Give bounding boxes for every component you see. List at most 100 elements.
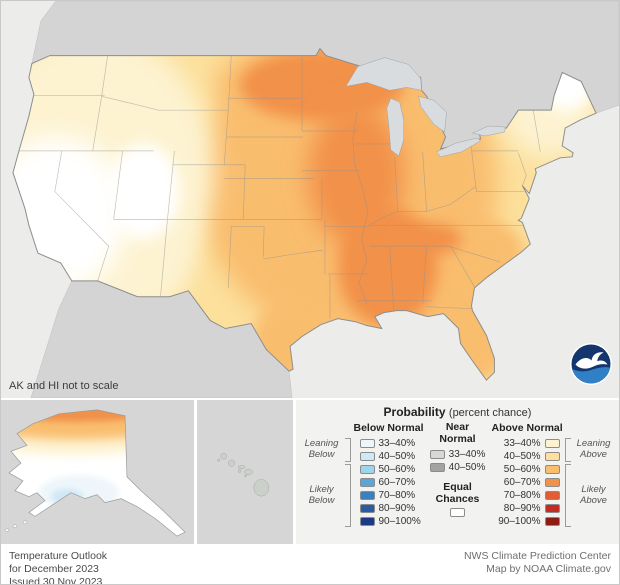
legend-swatch-label: 60–70% bbox=[503, 477, 541, 488]
seagull-icon bbox=[575, 352, 608, 369]
legend-swatch bbox=[429, 463, 445, 473]
legend-swatch-label: 33–40% bbox=[448, 449, 486, 461]
alaska-map bbox=[1, 400, 194, 544]
bottom-row: Probability (percent chance) Leaning Bel… bbox=[1, 400, 619, 544]
legend-swatch bbox=[544, 504, 560, 513]
legend-swatch bbox=[544, 465, 560, 474]
legend-swatch bbox=[359, 478, 375, 487]
below-normal-column: Below Normal 33–40% 40–50% 50–60% 60–70%… bbox=[354, 422, 424, 528]
map-scale-note: AK and HI not to scale bbox=[9, 380, 119, 392]
legend-swatch bbox=[359, 517, 375, 526]
bracket-line bbox=[564, 438, 571, 462]
region-above-60-70 bbox=[397, 223, 462, 256]
legend-swatch-label: 50–60% bbox=[378, 464, 416, 475]
legend-swatch bbox=[544, 478, 560, 487]
legend-row: 40–50% bbox=[429, 461, 486, 474]
legend-row: 40–50% bbox=[354, 450, 424, 463]
legend-row: 70–80% bbox=[354, 489, 424, 502]
noaa-emblem bbox=[570, 343, 612, 385]
legend-row: 70–80% bbox=[492, 489, 562, 502]
legend-swatch-label: 70–80% bbox=[503, 490, 541, 501]
noaa-logo-icon bbox=[569, 342, 613, 386]
lake-huron-icon bbox=[418, 95, 447, 133]
legend-swatch bbox=[544, 491, 560, 500]
legend-title-note: (percent chance) bbox=[448, 407, 532, 419]
leaning-below-label: Leaning Below bbox=[304, 438, 339, 460]
legend-row: 33–40% bbox=[492, 437, 562, 450]
legend-swatch-label: 90–100% bbox=[378, 516, 421, 527]
legend-columns: Leaning Below Likely Below Below Normal … bbox=[296, 421, 619, 528]
legend-swatch-label: 80–90% bbox=[378, 503, 416, 514]
below-bracket-labels: Leaning Below Likely Below bbox=[301, 422, 351, 528]
footer: Temperature Outlook for December 2023 Is… bbox=[1, 546, 619, 584]
hawaiian-islands-icon bbox=[217, 453, 269, 497]
legend-swatch-label: 70–80% bbox=[378, 490, 416, 501]
hawaii-map bbox=[197, 400, 293, 544]
likely-above-label: Likely Above bbox=[580, 483, 607, 506]
legend-swatch-label: 40–50% bbox=[448, 462, 486, 474]
below-normal-header: Below Normal bbox=[353, 422, 424, 434]
hawaii-inset bbox=[197, 400, 293, 544]
legend-swatch-label: 40–50% bbox=[378, 451, 416, 462]
conus-map-area: AK and HI not to scale bbox=[1, 1, 619, 398]
legend-row: 50–60% bbox=[354, 463, 424, 476]
alaska-inset bbox=[1, 400, 194, 544]
map-credit-block: NWS Climate Prediction Center Map by NOA… bbox=[464, 550, 611, 584]
map-title-block: Temperature Outlook for December 2023 Is… bbox=[9, 550, 107, 584]
legend-row: 90–100% bbox=[492, 515, 562, 528]
map-title-line: Temperature Outlook bbox=[9, 550, 108, 562]
legend-row: 80–90% bbox=[354, 502, 424, 515]
above-normal-column: Above Normal 33–40% 40–50% 50–60% 60–70%… bbox=[491, 422, 563, 528]
near-normal-header: Near Normal bbox=[439, 421, 476, 445]
bracket-line bbox=[344, 438, 351, 462]
equal-chances-label: Equal Chances bbox=[435, 481, 480, 506]
legend-row: 40–50% bbox=[492, 450, 562, 463]
equal-chances-swatch bbox=[450, 508, 465, 518]
above-normal-header: Above Normal bbox=[491, 422, 563, 434]
legend-title-text: Probability bbox=[383, 405, 446, 419]
legend-swatch bbox=[544, 517, 560, 526]
legend-swatch bbox=[359, 491, 375, 500]
legend-swatch-label: 80–90% bbox=[503, 503, 541, 514]
lake-superior-icon bbox=[345, 57, 422, 91]
us-outline bbox=[12, 47, 597, 381]
bracket-line bbox=[344, 464, 351, 527]
legend-swatch-label: 33–40% bbox=[378, 438, 416, 449]
legend-swatch bbox=[429, 450, 445, 460]
legend-row: 33–40% bbox=[429, 448, 486, 461]
legend-swatch bbox=[359, 439, 375, 448]
legend-swatch bbox=[359, 465, 375, 474]
legend-row: 90–100% bbox=[354, 515, 424, 528]
lake-erie-icon bbox=[436, 137, 481, 158]
state-borders bbox=[18, 55, 541, 319]
legend-title: Probability (percent chance) bbox=[296, 400, 619, 419]
region-equal-chances-west bbox=[107, 143, 180, 240]
legend-row: 80–90% bbox=[492, 502, 562, 515]
legend-swatch-label: 40–50% bbox=[503, 451, 541, 462]
map-issued-date: Issued 30 Nov 2023 bbox=[9, 575, 103, 585]
leaning-above-label: Leaning Above bbox=[576, 438, 611, 460]
great-lakes bbox=[345, 57, 506, 158]
above-bracket-labels: Leaning Above Likely Above bbox=[564, 422, 615, 528]
legend-swatch-label: 60–70% bbox=[378, 477, 416, 488]
legend-row: 33–40% bbox=[354, 437, 424, 450]
bracket-line bbox=[564, 464, 571, 527]
legend-swatch bbox=[544, 452, 560, 461]
conus-map bbox=[1, 1, 619, 398]
legend-swatch-label: 90–100% bbox=[498, 516, 541, 527]
legend-row: 50–60% bbox=[492, 463, 562, 476]
alaska-outline bbox=[8, 409, 186, 537]
lake-ontario-icon bbox=[471, 125, 506, 137]
map-title-line: for December 2023 bbox=[9, 562, 99, 575]
legend-row: 60–70% bbox=[354, 476, 424, 489]
near-normal-column: Near Normal 33–40% 40–50% Equal Chances bbox=[429, 421, 486, 528]
legend-row: 60–70% bbox=[492, 476, 562, 489]
legend-swatch bbox=[359, 452, 375, 461]
map-credit-line: Map by NOAA Climate.gov bbox=[486, 562, 611, 575]
aleutian-islands-icon bbox=[4, 520, 28, 532]
legend-panel: Probability (percent chance) Leaning Bel… bbox=[296, 400, 619, 544]
legend-swatch bbox=[544, 439, 560, 448]
map-credit-line: NWS Climate Prediction Center bbox=[463, 550, 611, 562]
legend-swatch bbox=[359, 504, 375, 513]
